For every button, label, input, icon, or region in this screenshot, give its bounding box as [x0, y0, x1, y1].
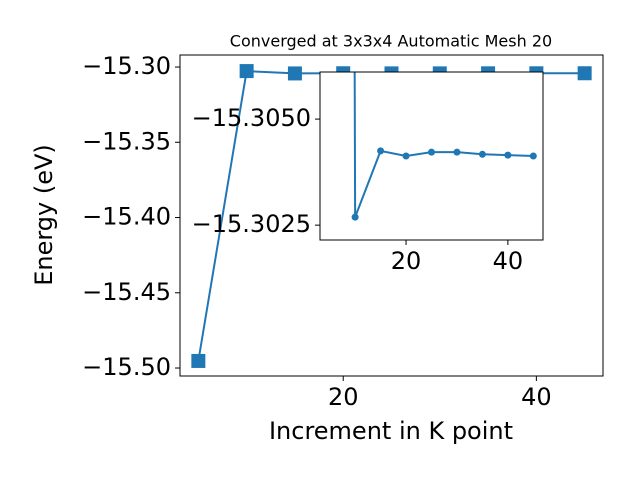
x-tick-label: 40 — [521, 383, 552, 411]
y-tick-label: −15.3050 — [192, 104, 311, 132]
x-axis-label: Increment in K point — [269, 417, 513, 445]
x-tick-label: 20 — [391, 247, 422, 275]
marker — [287, 66, 302, 81]
axes-frame — [179, 54, 604, 377]
chart-title: Converged at 3x3x4 Automatic Mesh 20 — [230, 32, 552, 51]
y-tick-label: −15.35 — [82, 127, 171, 155]
x-tick-label: 40 — [493, 247, 524, 275]
marker — [377, 147, 385, 155]
axes-frame — [319, 71, 544, 241]
marker — [577, 66, 592, 81]
marker — [504, 151, 512, 159]
marker — [529, 152, 537, 160]
marker — [191, 353, 206, 368]
marker — [453, 148, 461, 156]
y-tick-label: −15.30 — [82, 52, 171, 80]
y-tick-label: −15.45 — [82, 278, 171, 306]
marker — [402, 152, 410, 160]
x-tick-label: 20 — [328, 383, 359, 411]
y-tick-label: −15.40 — [82, 203, 171, 231]
y-tick-label: −15.50 — [82, 353, 171, 381]
y-tick-label: −15.3025 — [192, 210, 311, 238]
plot-layer — [351, 72, 537, 221]
y-axis-label: Energy (eV) — [30, 144, 58, 286]
marker — [478, 150, 486, 158]
marker — [351, 213, 359, 221]
marker — [428, 148, 435, 156]
marker — [239, 64, 254, 79]
